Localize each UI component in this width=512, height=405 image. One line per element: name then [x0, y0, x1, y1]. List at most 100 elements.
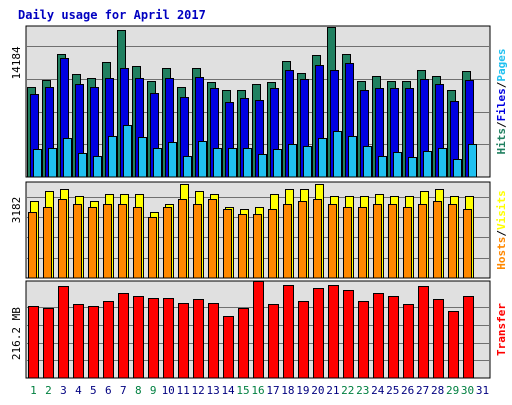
bar-hosts-day-28: [433, 201, 442, 279]
legend-part: /: [495, 121, 508, 128]
day-label-5: 5: [90, 384, 97, 397]
bar-pages-day-25: [393, 152, 402, 178]
bar-hosts-day-21: [328, 204, 337, 279]
day-label-7: 7: [120, 384, 127, 397]
legend-part: Pages: [495, 49, 508, 82]
bar-pages-day-29: [453, 159, 462, 178]
bar-transfer-day-14: [223, 316, 234, 379]
day-label-10: 10: [162, 384, 175, 397]
bar-hosts-day-16: [253, 214, 262, 279]
day-label-28: 28: [431, 384, 444, 397]
day-label-6: 6: [105, 384, 112, 397]
legend-part: Hits: [495, 128, 508, 155]
day-label-22: 22: [341, 384, 354, 397]
bar-transfer-day-9: [148, 298, 159, 379]
bar-pages-day-20: [318, 138, 327, 178]
day-label-30: 30: [461, 384, 474, 397]
day-label-29: 29: [446, 384, 459, 397]
panel-transfer: 216.2 MB Transfer: [10, 280, 508, 379]
bar-pages-day-21: [333, 131, 342, 178]
bar-transfer-day-25: [388, 296, 399, 379]
bar-hosts-day-7: [118, 204, 127, 279]
day-label-2: 2: [45, 384, 52, 397]
bar-hosts-day-20: [313, 199, 322, 279]
bar-hosts-day-12: [193, 204, 202, 279]
bar-transfer-day-13: [208, 303, 219, 379]
bar-hosts-day-19: [298, 201, 307, 279]
bar-transfer-day-28: [433, 299, 444, 379]
bar-pages-day-4: [78, 153, 87, 178]
day-label-11: 11: [177, 384, 190, 397]
bar-hosts-day-22: [343, 207, 352, 279]
bar-hosts-day-8: [133, 207, 142, 279]
bar-pages-day-8: [138, 137, 147, 178]
bar-pages-day-14: [228, 148, 237, 178]
day-label-26: 26: [401, 384, 414, 397]
bar-hosts-day-15: [238, 214, 247, 279]
bar-hosts-day-11: [178, 199, 187, 279]
bar-pages-day-15: [243, 148, 252, 178]
panel-legend-label: Transfer: [495, 303, 508, 356]
panel-hosts_visits: 3182 Hosts/Visits: [10, 181, 508, 279]
bar-pages-day-17: [273, 149, 282, 178]
panel-legend-label: Hits/Files/Pages: [495, 49, 508, 155]
bar-transfer-day-26: [403, 304, 414, 379]
bar-hosts-day-2: [43, 207, 52, 279]
day-label-19: 19: [296, 384, 309, 397]
bar-hosts-day-1: [28, 212, 37, 279]
bar-pages-day-6: [108, 136, 117, 178]
bar-pages-day-11: [183, 156, 192, 178]
bar-pages-day-18: [288, 144, 297, 178]
legend-part: /: [495, 230, 508, 237]
series-pages: [33, 125, 477, 178]
bar-transfer-day-21: [328, 285, 339, 379]
day-label-4: 4: [75, 384, 82, 397]
bar-transfer-day-30: [463, 296, 474, 379]
bar-hosts-day-4: [73, 204, 82, 279]
bar-transfer-day-12: [193, 299, 204, 379]
bar-pages-day-30: [468, 144, 477, 178]
bar-transfer-day-15: [238, 308, 249, 379]
legend-part: Transfer: [495, 303, 508, 356]
bar-pages-day-2: [48, 148, 57, 178]
day-label-27: 27: [416, 384, 429, 397]
day-label-20: 20: [311, 384, 324, 397]
bar-pages-day-16: [258, 154, 267, 178]
bar-transfer-day-11: [178, 303, 189, 379]
day-label-13: 13: [206, 384, 219, 397]
bar-hosts-day-17: [268, 209, 277, 279]
bar-hosts-day-27: [418, 204, 427, 279]
bar-hosts-day-9: [148, 217, 157, 279]
bar-transfer-day-17: [268, 304, 279, 379]
day-label-9: 9: [150, 384, 157, 397]
series-hosts: [28, 199, 472, 279]
bar-transfer-day-3: [58, 286, 69, 379]
bar-pages-day-9: [153, 148, 162, 178]
chart-panels: 14184Hits/Files/Pages3182Hosts/Visits216…: [10, 25, 508, 379]
bar-pages-day-23: [363, 146, 372, 178]
bar-hosts-day-23: [358, 207, 367, 279]
bar-hosts-day-10: [163, 207, 172, 279]
series-files: [30, 58, 474, 178]
y-tick-label: 14184: [10, 46, 23, 79]
bar-pages-day-7: [123, 125, 132, 178]
day-label-31: 31: [476, 384, 489, 397]
bar-transfer-day-22: [343, 290, 354, 379]
day-label-24: 24: [371, 384, 385, 397]
bar-transfer-day-10: [163, 298, 174, 379]
bar-hosts-day-14: [223, 209, 232, 279]
bar-transfer-day-20: [313, 288, 324, 379]
bar-pages-day-1: [33, 149, 42, 178]
day-label-8: 8: [135, 384, 142, 397]
day-label-15: 15: [236, 384, 249, 397]
day-label-21: 21: [326, 384, 339, 397]
day-label-25: 25: [386, 384, 399, 397]
bar-pages-day-13: [213, 148, 222, 178]
day-label-23: 23: [356, 384, 369, 397]
bar-transfer-day-19: [298, 301, 309, 379]
bar-hosts-day-30: [463, 209, 472, 279]
y-tick-label: 3182: [10, 197, 23, 224]
bar-transfer-day-4: [73, 304, 84, 379]
